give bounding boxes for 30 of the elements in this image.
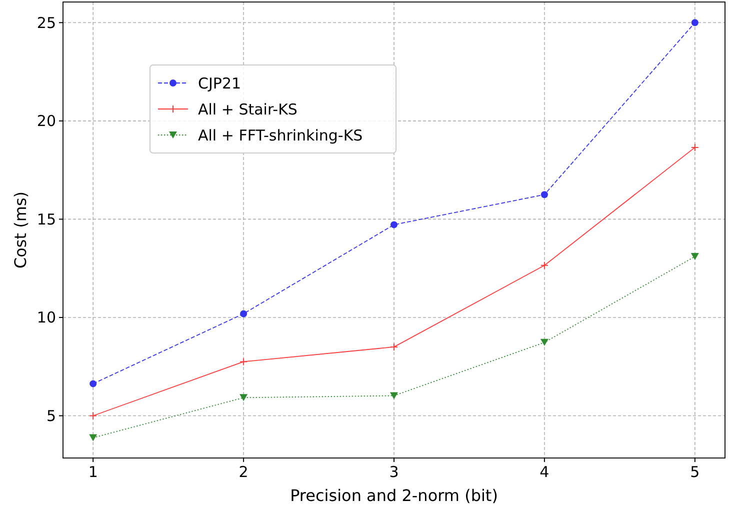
point [240,310,248,318]
point [540,338,548,346]
legend-label: All + Stair-KS [198,100,298,118]
x-tick-label: 3 [389,463,399,481]
y-tick-label: 25 [36,14,56,32]
y-tick-label: 5 [46,406,56,425]
point [540,261,548,270]
point [690,253,699,260]
legend-label: CJP21 [198,74,242,92]
point [691,19,698,26]
y-tick-label: 10 [36,308,56,327]
point [690,143,699,152]
x-axis-title: Precision and 2-norm (bit) [290,486,498,505]
point [240,358,248,366]
y-axis-title: Cost (ms) [11,191,30,269]
point [390,392,398,400]
x-tick-label: 4 [540,463,550,481]
point [390,342,398,351]
x-tick-label: 1 [88,463,98,481]
point [89,434,98,442]
x-tick-label: 5 [690,463,700,481]
point [540,191,548,198]
point [89,412,98,420]
legend-label: All + FFT-shrinking-KS [198,126,363,144]
x-tick-label: 2 [238,463,248,481]
y-tick-label: 15 [36,210,56,228]
point [390,221,398,228]
point [90,380,97,388]
y-tick-label: 20 [36,112,56,130]
point [240,394,248,402]
